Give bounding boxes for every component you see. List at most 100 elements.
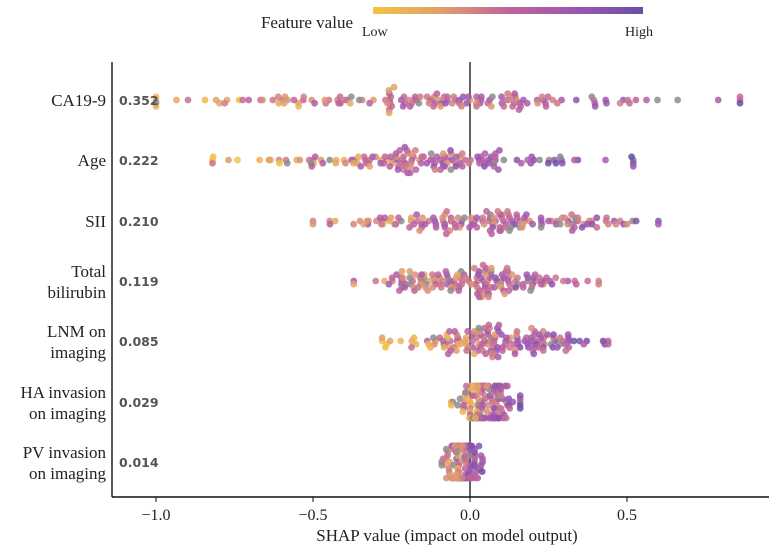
shap-point <box>281 93 289 101</box>
shap-point <box>544 93 552 101</box>
shap-point <box>452 224 459 231</box>
shap-point <box>390 83 398 91</box>
shap-point <box>603 99 610 107</box>
shap-point <box>421 220 429 228</box>
shap-point <box>417 159 425 167</box>
shap-point <box>355 153 362 161</box>
shap-point <box>553 344 561 351</box>
shap-point <box>519 284 527 291</box>
shap-point <box>475 324 483 332</box>
x-ticks: −1.0 −0.5 0.0 0.5 <box>141 497 637 524</box>
shap-point <box>477 452 485 459</box>
shap-point <box>380 159 388 167</box>
shap-point <box>510 340 518 348</box>
shap-point <box>556 220 564 228</box>
shap-point <box>401 143 409 151</box>
shap-point <box>378 220 385 228</box>
shap-point <box>504 208 511 215</box>
shap-point <box>462 455 469 463</box>
shap-point <box>388 274 396 282</box>
shap-point <box>500 156 508 164</box>
shap-point <box>531 271 539 278</box>
shap-point <box>542 103 550 110</box>
shap-point <box>602 156 609 164</box>
shap-point <box>387 214 395 222</box>
shap-point <box>466 474 473 482</box>
shap-point <box>290 96 298 104</box>
shap-point <box>736 93 744 101</box>
shap-point <box>511 350 519 358</box>
shap-point <box>604 340 612 348</box>
shap-point <box>462 389 469 396</box>
shap-point <box>384 99 391 107</box>
shap-point <box>418 271 425 278</box>
shap-point <box>616 99 624 107</box>
shap-point <box>225 156 232 164</box>
shap-point <box>350 280 358 288</box>
shap-point <box>455 287 463 294</box>
shap-point <box>629 163 637 170</box>
shap-point <box>462 274 470 282</box>
legend-title: Feature value <box>261 13 353 32</box>
shap-point <box>494 414 502 422</box>
shap-point <box>523 271 531 278</box>
shap-point <box>346 99 354 107</box>
shap-point <box>311 99 318 107</box>
shap-point <box>397 337 405 345</box>
shap-point <box>437 166 444 174</box>
shap-point <box>443 474 450 482</box>
shap-point <box>459 408 467 415</box>
shap-point <box>568 227 576 235</box>
shap-point <box>485 293 492 301</box>
shap-point <box>503 264 511 272</box>
shap-point <box>474 382 482 390</box>
shap-point <box>498 93 505 101</box>
shap-point <box>537 224 545 231</box>
shap-point <box>355 96 363 104</box>
shap-point <box>458 103 465 110</box>
shap-point <box>529 220 536 228</box>
shap-point <box>481 163 488 170</box>
shap-point <box>466 224 473 231</box>
shap-point <box>462 334 470 342</box>
shap-point <box>396 147 404 154</box>
shap-point <box>269 96 277 104</box>
shap-point <box>494 208 502 215</box>
shap-point <box>440 344 448 351</box>
shap-point <box>612 220 620 228</box>
shap-point <box>427 150 435 158</box>
shap-point <box>414 284 422 291</box>
shap-point <box>209 159 216 167</box>
shap-point <box>397 96 405 104</box>
shap-point <box>473 224 481 231</box>
shap-point <box>451 328 459 335</box>
shap-point <box>216 99 223 107</box>
shap-point <box>556 334 564 342</box>
shap-point <box>528 324 535 332</box>
shap-point <box>433 153 441 161</box>
shap-point <box>442 445 450 453</box>
shap-point <box>381 214 389 222</box>
shap-point <box>497 227 504 235</box>
shap-point <box>458 150 466 158</box>
shap-point <box>655 220 662 228</box>
shap-point <box>438 461 446 469</box>
shap-point <box>336 93 344 101</box>
shap-point <box>537 214 545 222</box>
shap-point <box>515 106 523 113</box>
shap-point <box>495 166 502 174</box>
shap-point <box>385 280 393 288</box>
shap-point <box>423 93 431 101</box>
shap-point <box>465 159 473 167</box>
shap-point <box>184 96 192 104</box>
shap-point <box>332 159 340 167</box>
shap-point <box>482 350 490 358</box>
shap-point <box>152 103 160 110</box>
shap-point <box>588 93 596 101</box>
shap-point <box>357 163 365 170</box>
shap-point <box>326 156 334 164</box>
shap-point <box>471 474 479 482</box>
shap-point <box>564 331 572 338</box>
shap-point <box>491 405 498 412</box>
shap-point <box>300 93 308 101</box>
